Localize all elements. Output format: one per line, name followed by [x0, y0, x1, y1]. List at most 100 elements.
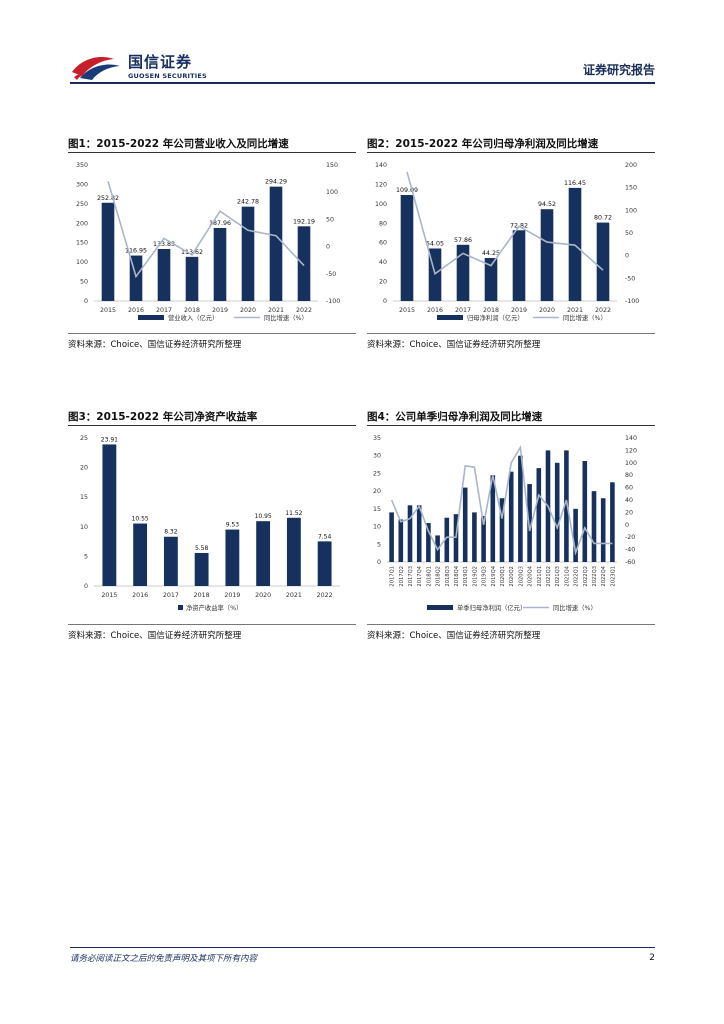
legend-bar-swatch: [138, 315, 164, 321]
y2-tick-label: -100: [326, 298, 340, 305]
figure-title: 图4：公司单季归母净利润及同比增速: [367, 411, 543, 423]
y2-tick-label: 0: [625, 522, 629, 529]
figure-source: 资料来源：Choice、国信证券经济研究所整理: [367, 630, 541, 641]
y-tick-label: 25: [80, 435, 88, 442]
y-tick-label: 350: [76, 162, 88, 169]
bar-2015: [101, 202, 115, 302]
x-tick-label: 2015: [101, 592, 117, 599]
bar-2019: [213, 228, 227, 302]
bar-2020Q4: [527, 484, 532, 563]
y-tick-label: 30: [373, 453, 381, 460]
bar-2022: [317, 541, 332, 587]
y2-tick-label: 80: [625, 472, 633, 479]
guosen-logo: 国信证券 GUOSEN SECURITIES: [70, 52, 207, 82]
bar-2016: [133, 523, 148, 587]
x-tick-label: 2022: [595, 307, 611, 314]
legend-line-label: 同比增速（%）: [264, 313, 308, 322]
x-tick-label: 2018: [483, 307, 499, 314]
x-tick-label: 2018: [194, 592, 210, 599]
x-tick-label: 2019: [212, 307, 228, 314]
legend-bar-label: 营业收入（亿元）: [168, 313, 218, 322]
y-tick-label: 300: [76, 182, 88, 189]
y-tick-label: 0: [383, 298, 387, 305]
bar-2017Q4: [416, 505, 422, 563]
roe-chart: 0 5 10 15 20 25 23.91 10.55 8.32 5.58 9.53 10.95 11.…: [80, 435, 340, 612]
y-tick-label: 5: [377, 541, 381, 548]
figure-top-rule: [367, 152, 655, 154]
bar-2021: [269, 186, 283, 302]
bar-2019Q1: [462, 487, 468, 563]
y-tick-label: 50: [80, 279, 88, 286]
growth-line: [107, 181, 305, 279]
bar-data-label: 54.05: [426, 241, 444, 248]
report-header: 国信证券 GUOSEN SECURITIES 证券研究报告: [70, 50, 655, 84]
bar-data-label: 80.72: [594, 215, 612, 222]
bar-data-label: 57.86: [454, 237, 472, 244]
y-tick-label: 150: [76, 240, 88, 247]
x-tick-label: 2020: [240, 307, 256, 314]
x-tick-label: 2017: [455, 307, 471, 314]
figure-bottom-rule: [367, 624, 655, 625]
legend-bar-label: 净资产收益率（%）: [186, 603, 242, 612]
x-tick-label: 2020Q2: [509, 566, 515, 587]
bar-2022Q2: [582, 461, 588, 563]
bar-2022: [297, 226, 311, 302]
x-tick-label: 2022Q4: [601, 565, 607, 586]
bar-2019: [512, 230, 526, 302]
x-tick-label: 2019Q2: [472, 566, 478, 587]
x-tick-label: 2017Q2: [399, 566, 405, 587]
y-tick-label: 25: [373, 471, 381, 478]
bar-data-label: 187.96: [209, 220, 231, 227]
x-tick-label: 2022Q2: [583, 566, 589, 587]
y2-tick-label: 20: [625, 510, 633, 517]
bar-2017: [456, 244, 470, 302]
y2-tick-label: 50: [625, 230, 633, 237]
bar-2020Q1: [499, 498, 505, 563]
bar-2019Q2: [472, 512, 477, 563]
y2-tick-label: -60: [625, 559, 635, 566]
bar-data-label: 7.54: [318, 534, 332, 541]
growth-line: [390, 445, 613, 556]
y-tick-label: 20: [373, 488, 381, 495]
y-tick-label: 60: [379, 240, 387, 247]
y-tick-label: 20: [80, 465, 88, 472]
bar-2015: [400, 195, 414, 302]
y2-tick-label: 100: [625, 460, 637, 467]
revenue-chart: 0 50 100 150 200 250 300 350 -100 -50 0 50 100 150 252…: [76, 162, 340, 322]
x-tick-label: 2020Q3: [518, 566, 524, 587]
x-tick-label: 2018Q3: [445, 566, 451, 587]
x-tick-label: 2017Q1: [390, 566, 396, 587]
report-type: 证券研究报告: [582, 63, 655, 77]
y2-tick-label: 150: [625, 185, 637, 192]
bar-data-label: 242.78: [237, 199, 259, 206]
y2-tick-label: -100: [625, 298, 639, 305]
y-tick-label: 15: [80, 494, 88, 501]
bar-2018: [194, 553, 209, 587]
y-tick-label: 15: [373, 506, 381, 513]
bar-2022Q1: [573, 509, 578, 563]
legend-line-label: 同比增速（%）: [563, 313, 607, 322]
y2-tick-label: 100: [326, 189, 338, 196]
bar-data-label: 10.95: [255, 513, 272, 520]
y2-tick-label: 120: [625, 448, 637, 455]
y-tick-label: 200: [76, 220, 88, 227]
y-tick-label: 40: [379, 259, 387, 266]
bar-2020: [256, 521, 271, 587]
legend-bar-label: 归母净利润（亿元）: [467, 313, 524, 322]
x-tick-label: 2018: [184, 307, 200, 314]
bar-2022: [596, 222, 610, 302]
bar-2018Q4: [453, 514, 459, 563]
x-tick-label: 2021: [567, 307, 583, 314]
bar-2021Q4: [564, 450, 569, 563]
x-tick-label: 2017: [163, 592, 179, 599]
disclaimer-note: 请务必阅读正文之后的免责声明及其项下所有内容: [70, 954, 258, 964]
figure-bottom-rule: [68, 333, 356, 334]
x-tick-label: 2021: [286, 592, 302, 599]
legend-bar-label: 单季归母净利润（亿元）: [457, 603, 526, 612]
y2-tick-label: -50: [625, 276, 635, 283]
y2-tick-label: 60: [625, 485, 633, 492]
bar-2018: [185, 257, 199, 302]
y2-tick-label: 100: [625, 208, 637, 215]
bar-data-label: 44.25: [482, 250, 500, 257]
figure-source: 资料来源：Choice、国信证券经济研究所整理: [367, 339, 541, 350]
